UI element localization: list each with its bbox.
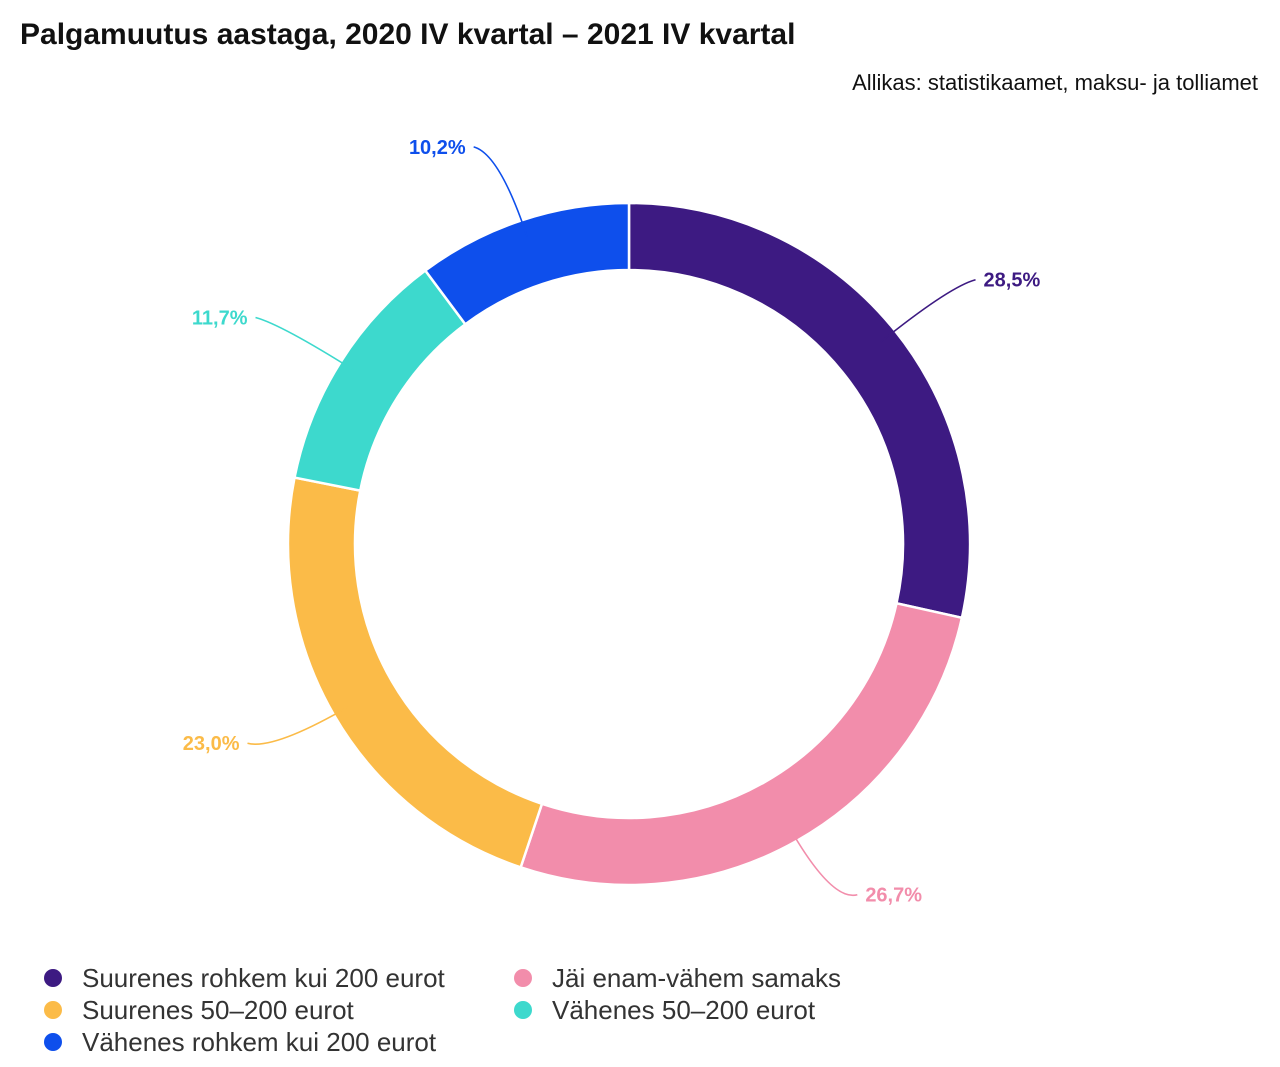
data-label-suurenes-50-200-eurot: 23,0% (183, 733, 240, 755)
slice-jai-enam-vahem-samaks (519, 601, 964, 887)
donut-chart: 28,5% 26,7% 23,0% 11,7% 10,2% (183, 137, 1041, 907)
data-label-vahenes-50-200-eurot: 11,7% (192, 308, 248, 330)
data-label-suurenes-rohkem-kui-200-eurot: 28,5% (984, 270, 1041, 292)
legend-swatch (44, 1033, 62, 1051)
leader-line-jai-enam-vahem-samaks (787, 824, 858, 897)
slice-suurenes-rohkem-kui-200-eurot (627, 201, 972, 620)
legend-swatch (44, 1001, 62, 1019)
legend-swatch (514, 1001, 532, 1019)
data-label-jai-enam-vahem-samaks: 26,7% (865, 885, 922, 907)
legend-item-jai-enam-vahem-samaks: Jäi enam-vähem samaks (514, 962, 914, 994)
chart-legend: Suurenes rohkem kui 200 eurot Jäi enam-vä… (44, 962, 944, 1058)
data-label-vahenes-rohkem-kui-200-eurot: 10,2% (409, 137, 466, 159)
legend-item-vahenes-rohkem-kui-200-eurot: Vähenes rohkem kui 200 eurot (44, 1026, 514, 1058)
legend-swatch (514, 969, 532, 987)
leader-line-vahenes-rohkem-kui-200-eurot (473, 146, 529, 238)
legend-label: Suurenes 50–200 eurot (82, 994, 354, 1025)
legend-swatch (44, 969, 62, 987)
legend-label: Suurenes rohkem kui 200 eurot (82, 962, 445, 993)
slice-suurenes-50-200-eurot (286, 476, 544, 869)
leader-line-suurenes-rohkem-kui-200-eurot (880, 278, 976, 343)
chart-source: Allikas: statistikaamet, maksu- ja tolli… (852, 70, 1258, 95)
leader-line-suurenes-50-200-eurot (247, 705, 351, 745)
legend-item-vahenes-50-200-eurot: Vähenes 50–200 eurot (514, 994, 914, 1026)
slice-vahenes-rohkem-kui-200-eurot (423, 201, 631, 327)
leader-line-vahenes-50-200-eurot (255, 316, 357, 373)
legend-label: Vähenes 50–200 eurot (552, 994, 816, 1025)
legend-label: Vähenes rohkem kui 200 eurot (82, 1026, 437, 1057)
chart-title: Palgamuutus aastaga, 2020 IV kvartal – 2… (20, 18, 796, 51)
legend-item-suurenes-50-200-eurot: Suurenes 50–200 eurot (44, 994, 514, 1026)
slice-vahenes-50-200-eurot (293, 268, 468, 493)
legend-label: Jäi enam-vähem samaks (552, 962, 841, 993)
legend-item-suurenes-rohkem-kui-200-eurot: Suurenes rohkem kui 200 eurot (44, 962, 514, 994)
